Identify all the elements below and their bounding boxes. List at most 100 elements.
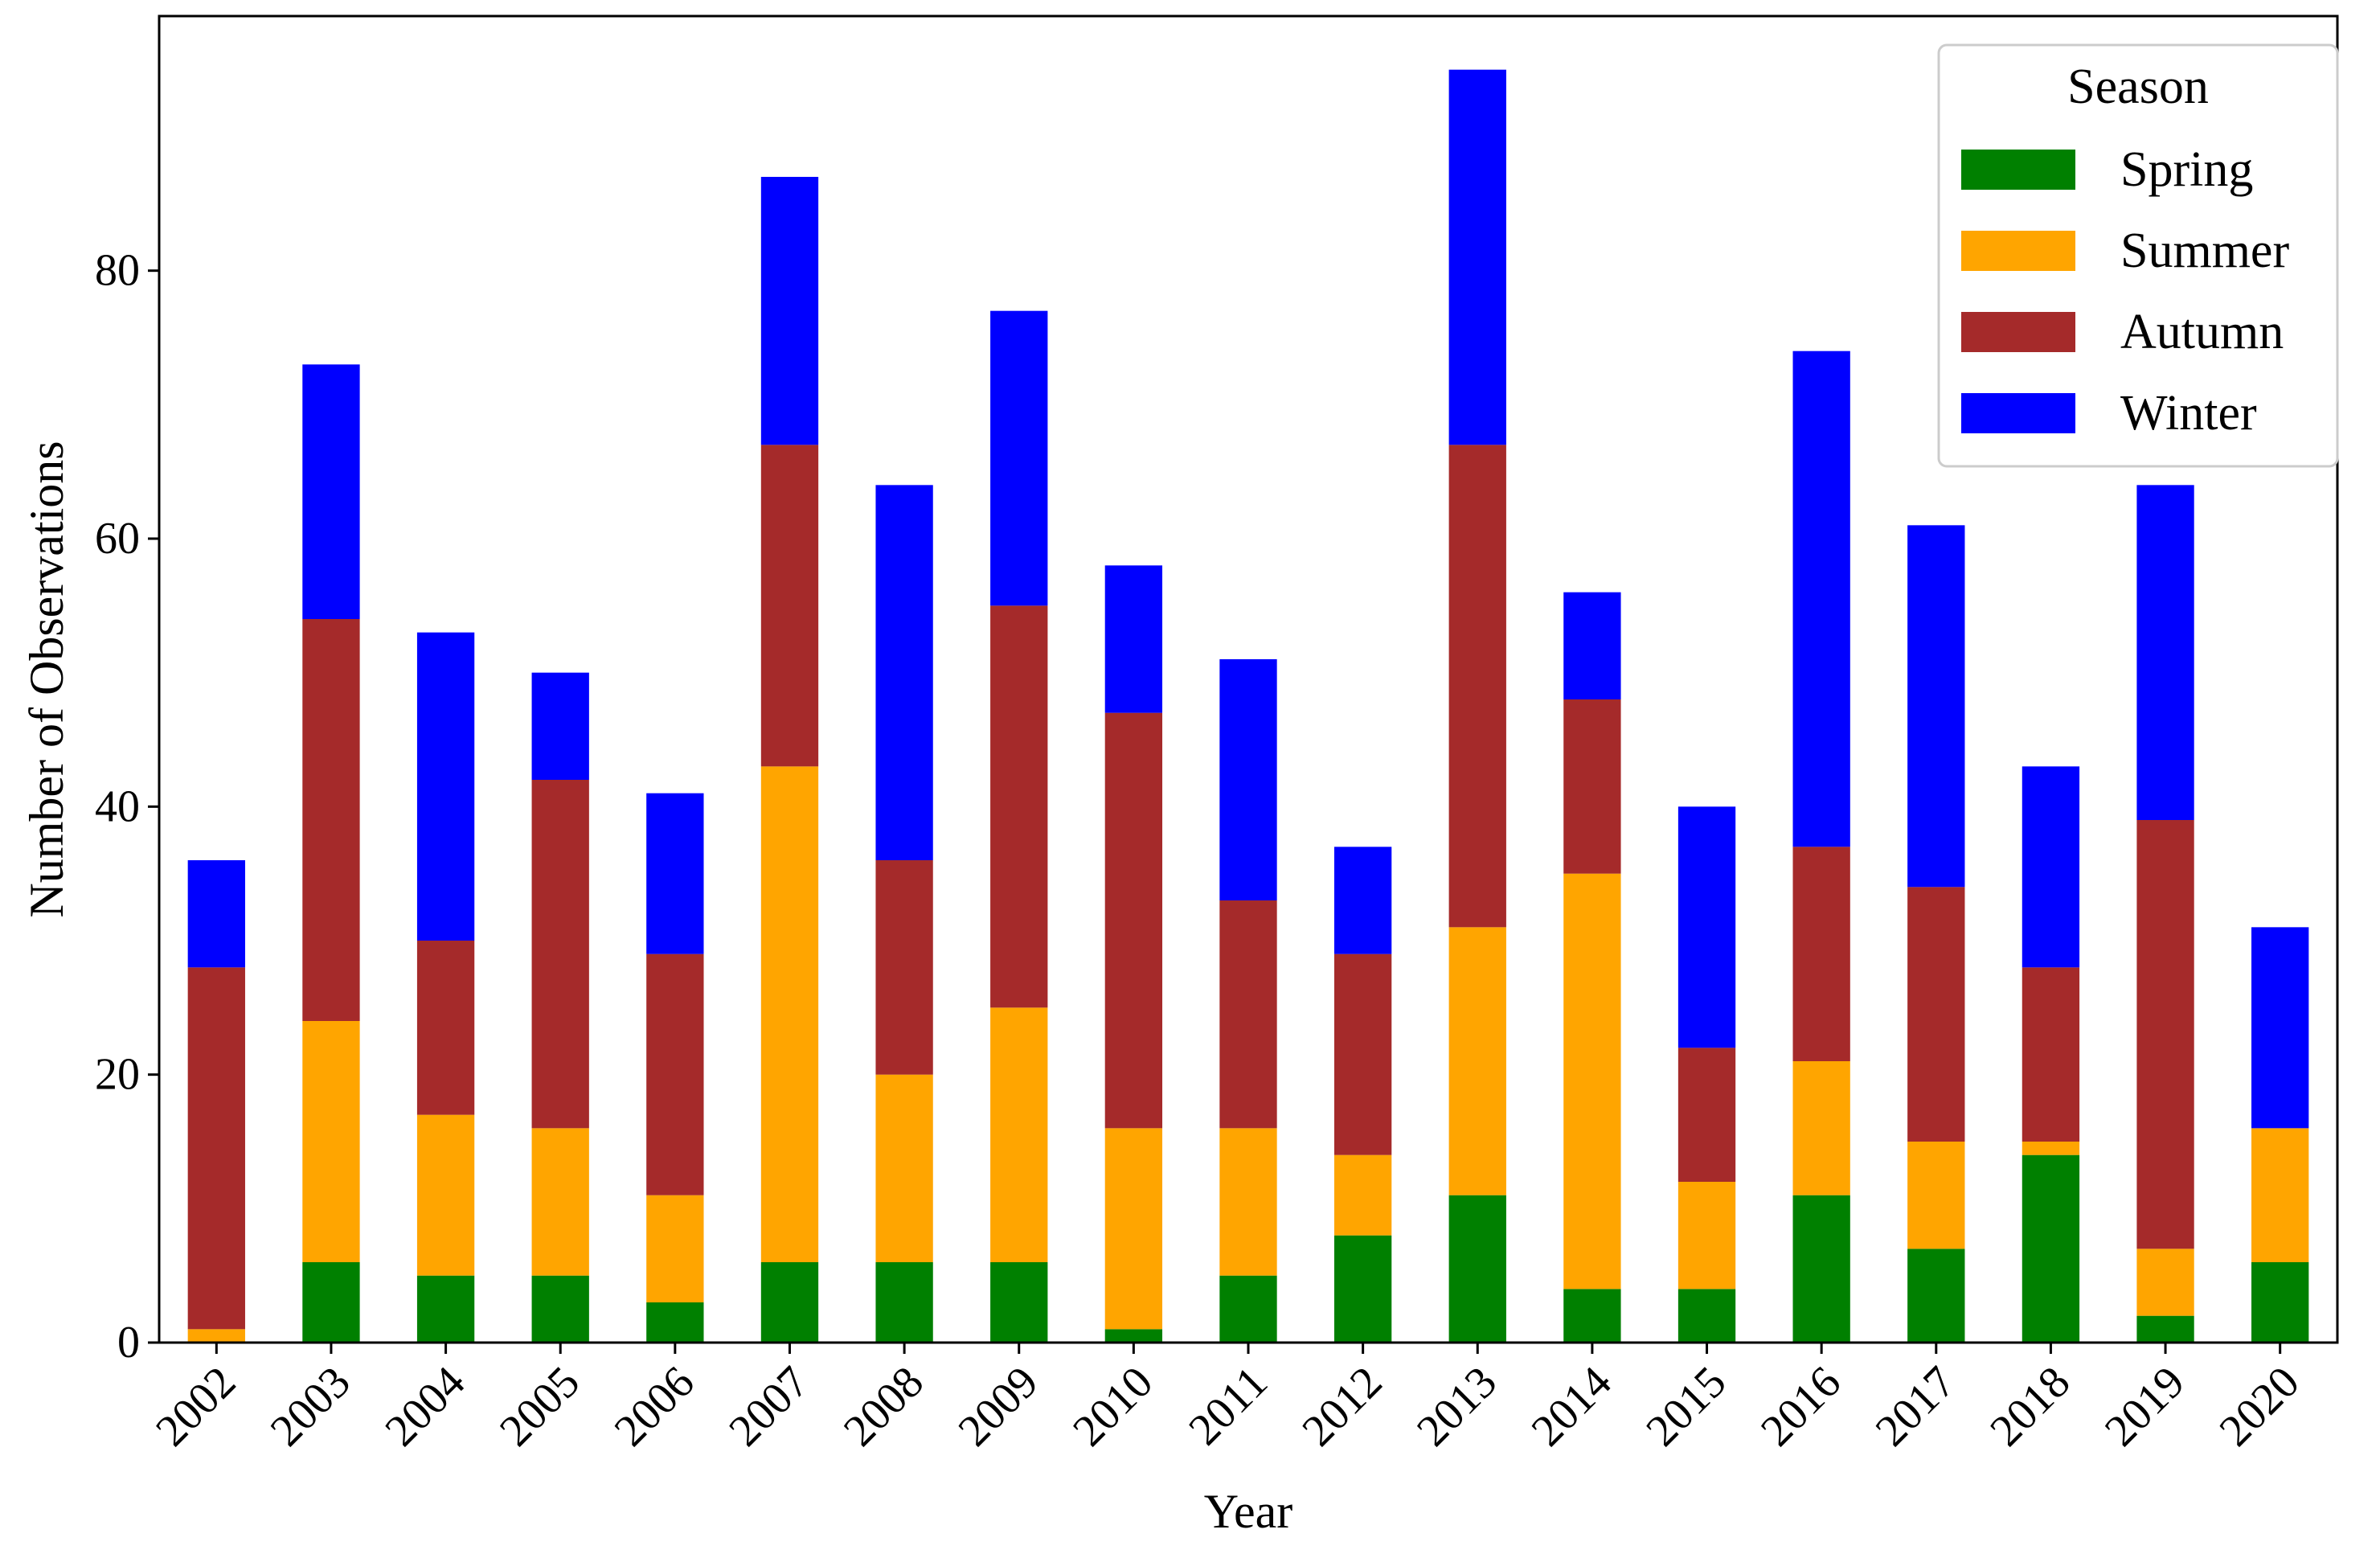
y-tick-label: 60 <box>95 514 140 564</box>
legend-label-summer: Summer <box>2120 223 2289 278</box>
x-tick-label: 2004 <box>375 1357 474 1456</box>
bar-spring-2012 <box>1333 1235 1392 1343</box>
legend-title: Season <box>2067 59 2209 114</box>
bar-spring-2007 <box>760 1262 819 1343</box>
x-tick-label: 2009 <box>949 1357 1048 1456</box>
bar-autumn-2019 <box>2136 820 2194 1249</box>
y-tick-label: 0 <box>117 1318 140 1368</box>
y-tick-label: 20 <box>95 1050 140 1100</box>
bar-autumn-2009 <box>990 605 1048 1008</box>
bar-summer-2011 <box>1219 1128 1277 1276</box>
bar-autumn-2012 <box>1333 953 1392 1155</box>
legend-label-autumn: Autumn <box>2120 305 2284 359</box>
bar-summer-2017 <box>1907 1142 1965 1249</box>
x-tick-label: 2015 <box>1637 1357 1735 1456</box>
x-tick-label: 2005 <box>490 1357 589 1456</box>
bar-summer-2016 <box>1792 1061 1850 1195</box>
x-tick-label: 2011 <box>1179 1357 1277 1455</box>
plot-frame <box>158 14 2339 1344</box>
bar-summer-2012 <box>1333 1154 1392 1236</box>
bar-summer-2014 <box>1563 873 1621 1290</box>
bar-autumn-2006 <box>646 953 704 1195</box>
x-tick-label: 2002 <box>146 1357 245 1456</box>
bar-summer-2004 <box>416 1114 475 1276</box>
legend-swatch-winter <box>1961 393 2075 433</box>
bar-winter-2019 <box>2136 485 2194 820</box>
bar-summer-2015 <box>1677 1182 1736 1290</box>
x-tick-label: 2007 <box>719 1357 818 1456</box>
bar-spring-2016 <box>1792 1195 1850 1343</box>
bar-autumn-2004 <box>416 941 475 1115</box>
bar-autumn-2015 <box>1677 1048 1736 1182</box>
bar-autumn-2008 <box>875 860 933 1075</box>
bar-summer-2009 <box>990 1007 1048 1262</box>
bar-winter-2016 <box>1792 351 1850 847</box>
bar-summer-2007 <box>760 766 819 1262</box>
x-tick-label: 2017 <box>1866 1357 1965 1456</box>
x-tick-label: 2008 <box>834 1357 933 1456</box>
bar-winter-2011 <box>1219 659 1277 900</box>
bar-winter-2013 <box>1448 69 1506 445</box>
bar-summer-2013 <box>1448 927 1506 1195</box>
x-tick-label: 2014 <box>1522 1357 1621 1456</box>
bar-winter-2006 <box>646 793 704 954</box>
bar-spring-2020 <box>2251 1262 2309 1343</box>
bar-winter-2012 <box>1333 847 1392 954</box>
bar-autumn-2018 <box>2022 967 2080 1142</box>
bar-autumn-2010 <box>1104 712 1163 1129</box>
bar-summer-2020 <box>2251 1128 2309 1262</box>
x-tick-label: 2016 <box>1751 1357 1850 1456</box>
bar-spring-2008 <box>875 1262 933 1343</box>
bar-spring-2019 <box>2136 1315 2194 1343</box>
bar-summer-2010 <box>1104 1128 1163 1330</box>
bar-spring-2015 <box>1677 1289 1736 1343</box>
legend: Season Spring Summer Autumn Winter <box>1937 43 2339 468</box>
bar-spring-2011 <box>1219 1275 1277 1343</box>
y-axis-ticks: 0 20 40 60 80 <box>95 246 159 1368</box>
bar-spring-2013 <box>1448 1195 1506 1343</box>
x-tick-label: 2019 <box>2095 1357 2194 1456</box>
bar-winter-2008 <box>875 485 933 860</box>
bar-winter-2002 <box>187 860 245 968</box>
bar-autumn-2003 <box>302 619 360 1021</box>
bar-winter-2003 <box>302 364 360 619</box>
bar-autumn-2011 <box>1219 900 1277 1129</box>
bar-summer-2005 <box>531 1128 589 1276</box>
bar-summer-2002 <box>187 1329 245 1343</box>
x-tick-label: 2018 <box>1981 1357 2079 1456</box>
x-tick-label: 2003 <box>261 1357 360 1456</box>
legend-swatch-autumn <box>1961 312 2075 352</box>
y-axis-label: Number of Observations <box>20 441 73 917</box>
bar-winter-2005 <box>531 672 589 780</box>
bar-winter-2014 <box>1563 592 1621 699</box>
bar-spring-2017 <box>1907 1249 1965 1343</box>
bar-summer-2018 <box>2022 1142 2080 1155</box>
bar-winter-2010 <box>1104 565 1163 713</box>
bar-autumn-2014 <box>1563 699 1621 874</box>
bar-spring-2018 <box>2022 1154 2080 1343</box>
bar-winter-2007 <box>760 177 819 445</box>
bar-winter-2015 <box>1677 806 1736 1048</box>
legend-label-spring: Spring <box>2120 142 2253 197</box>
x-tick-label: 2013 <box>1407 1357 1506 1456</box>
bar-summer-2008 <box>875 1074 933 1262</box>
x-tick-label: 2020 <box>2210 1357 2309 1456</box>
bar-spring-2006 <box>646 1302 704 1343</box>
bars-layer <box>187 69 2309 1343</box>
bar-autumn-2013 <box>1448 445 1506 928</box>
bar-autumn-2017 <box>1907 887 1965 1142</box>
bar-autumn-2002 <box>187 967 245 1330</box>
bar-summer-2006 <box>646 1195 704 1302</box>
x-axis-label: Year <box>1204 1485 1293 1538</box>
bar-spring-2005 <box>531 1275 589 1343</box>
bar-winter-2018 <box>2022 766 2080 968</box>
y-tick-label: 40 <box>95 781 140 831</box>
x-tick-label: 2006 <box>605 1357 704 1456</box>
bar-winter-2009 <box>990 310 1048 606</box>
legend-swatch-summer <box>1961 231 2075 271</box>
y-tick-label: 80 <box>95 246 140 296</box>
bar-autumn-2007 <box>760 445 819 767</box>
bar-autumn-2016 <box>1792 847 1850 1061</box>
bar-winter-2017 <box>1907 525 1965 888</box>
